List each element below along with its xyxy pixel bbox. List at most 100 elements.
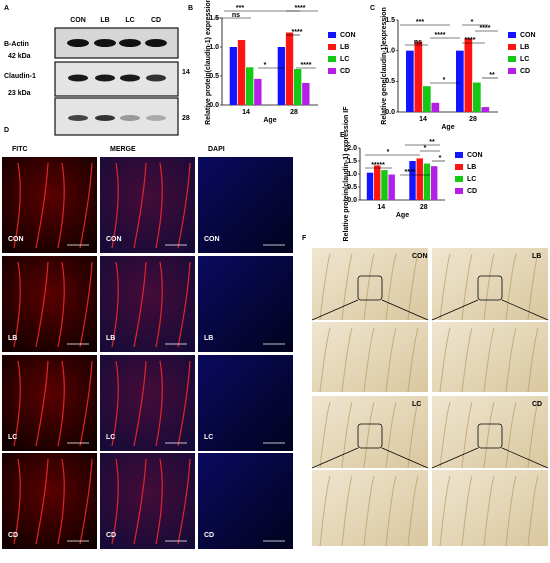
tissue-fold [35,458,49,545]
blot-size: 42 kDa [8,53,31,60]
sig-label: ***** [371,162,385,169]
villus [407,253,419,321]
legend-swatch [508,44,516,50]
sig-label: ns [232,12,240,19]
micrograph [198,157,293,253]
villus [319,253,331,321]
row-label: LB [106,335,115,342]
merge-tint [100,256,195,352]
band [67,39,89,47]
villus [527,401,539,469]
column-header: MERGE [110,146,136,153]
legend-swatch [508,56,516,62]
tissue-fold [155,458,163,545]
y-tick-label: 1.5 [347,158,357,165]
legend-label: LC [520,56,529,63]
ihc-label: CON [412,253,428,260]
zoom-line [501,299,549,321]
panel-letter: F [302,235,307,242]
ihc-image [432,470,548,546]
panel-letter: D [4,127,9,134]
ihc-label: LC [412,401,421,408]
tissue-fold [111,261,119,348]
row-label: LC [204,434,213,441]
x-tick-label: 14 [377,204,385,211]
sig-label: **** [301,62,312,69]
villus [363,327,375,393]
sig-label: *** [416,19,424,26]
villus [385,475,397,547]
villus [319,401,331,469]
tissue-fold [13,162,21,249]
y-tick-label: 1.0 [347,171,357,178]
x-axis-label: Age [441,124,454,131]
sig-label: *** [236,5,244,12]
x-axis-label: Age [263,117,276,124]
row-label: CD [8,532,18,539]
zoom-line [431,299,479,321]
micrograph [2,453,97,549]
row-label: LB [204,335,213,342]
tissue-fold [35,360,49,447]
y-tick-label: 1.5 [385,17,395,24]
bar [381,170,388,200]
micrograph [198,355,293,451]
legend-swatch [455,152,463,158]
zoom-line [311,299,359,321]
legend-swatch [508,68,516,74]
bar [414,41,423,112]
sig-label: **** [435,32,446,39]
micrograph [198,453,293,549]
villus [439,327,451,393]
villus [385,327,397,393]
bar [473,82,481,112]
band [146,115,166,121]
bar [229,47,238,105]
sig-label: **** [295,5,306,12]
legend-swatch [455,188,463,194]
ihc-image [432,322,548,392]
micrograph [2,355,97,451]
merge-tint [100,157,195,253]
lane-label: CD [151,17,161,24]
y-tick-label: 0.5 [385,78,395,85]
tissue-fold [133,162,147,249]
micrograph [100,453,195,549]
lane-label: LC [125,17,134,24]
band [145,39,167,47]
sig-label: * [424,145,427,152]
x-axis-label: Age [396,212,409,219]
bar [481,107,490,112]
zoom-line [381,447,429,469]
villus [341,475,353,547]
legend-label: CON [520,32,536,39]
zoom-box [357,275,383,301]
panel-letter: E [340,132,345,139]
villus [527,475,539,547]
band [68,74,88,82]
tissue-fold [177,261,191,348]
villus [483,475,495,547]
zoom-box [477,275,503,301]
sig-label: **** [480,25,491,32]
tissue-fold [13,261,21,348]
tissue-fold [155,162,163,249]
legend-label: LB [520,44,529,51]
ihc-label: LB [532,253,541,260]
tissue-fold [35,261,49,348]
tissue-fold [57,261,65,348]
panel-letter: B [188,5,193,12]
villus [505,327,517,393]
ihc-label: CD [532,401,542,408]
tissue-fold [79,162,93,249]
band [119,39,141,47]
villus [407,327,419,393]
bar [464,38,473,112]
legend-swatch [328,56,336,62]
ihc-image [312,396,428,468]
blot-row-label: Claudin-1 [4,73,36,80]
tissue-fold [155,360,163,447]
bar [423,163,431,200]
zoom-line [431,447,479,469]
sig-label: **** [465,37,476,44]
